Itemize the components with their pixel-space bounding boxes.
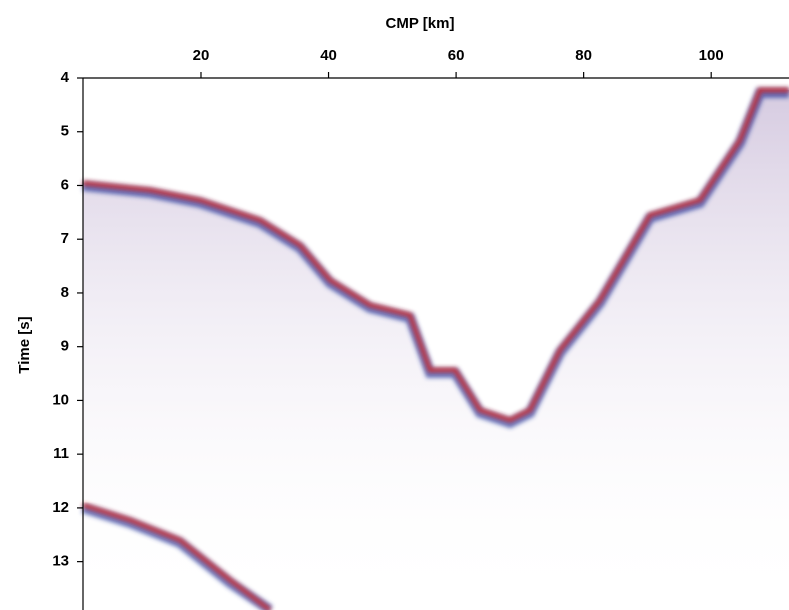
seismic-image xyxy=(81,87,789,610)
y-tick-label: 5 xyxy=(61,123,69,140)
y-tick-label: 6 xyxy=(61,176,69,193)
y-tick-label: 13 xyxy=(52,553,69,570)
x-tick-label: 100 xyxy=(699,47,724,64)
lower-reflection-red xyxy=(82,502,272,610)
y-tick-label: 8 xyxy=(61,284,69,301)
x-tick-label: 60 xyxy=(448,47,465,64)
x-tick-label: 80 xyxy=(575,47,592,64)
y-tick-label: 9 xyxy=(61,338,69,355)
y-axis-label: Time [s] xyxy=(16,316,33,373)
y-tick-label: 11 xyxy=(53,445,69,462)
x-axis-label: CMP [km] xyxy=(386,15,455,32)
x-tick-label: 20 xyxy=(193,47,210,64)
y-tick-label: 10 xyxy=(52,391,69,408)
y-tick-label: 7 xyxy=(61,230,69,247)
y-tick-label: 4 xyxy=(61,69,70,86)
reflection-red xyxy=(82,87,789,423)
energy-fill xyxy=(83,90,789,610)
x-tick-label: 40 xyxy=(320,47,337,64)
y-tick-label: 12 xyxy=(52,499,69,516)
